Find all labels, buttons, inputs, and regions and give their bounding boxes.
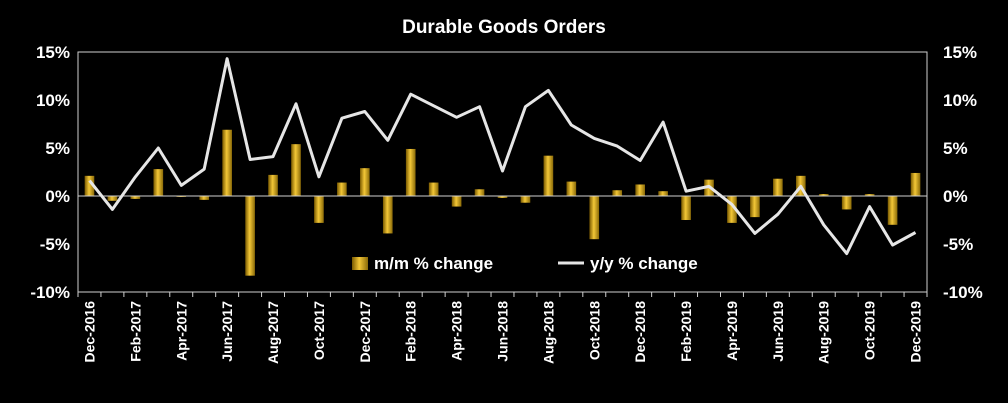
x-tick-label: Feb-2019 (678, 301, 694, 362)
x-tick-label: Jun-2017 (219, 301, 235, 362)
x-tick-label: Feb-2018 (403, 301, 419, 362)
y-tick-left: 15% (36, 43, 70, 62)
x-tick-label: Dec-2018 (632, 301, 648, 363)
x-tick-label: Oct-2017 (311, 301, 327, 360)
line-yy-change (88, 57, 917, 256)
bar-mm-change (291, 144, 301, 196)
legend-label-yy: y/y % change (590, 254, 698, 273)
legend-label-mm: m/m % change (374, 254, 493, 273)
bar-mm-change (658, 191, 668, 196)
bar-mm-change (153, 169, 164, 196)
bar-mm-change (727, 196, 737, 223)
x-tick-label: Apr-2019 (724, 301, 740, 361)
bar-mm-change (199, 196, 210, 200)
bar-mm-change (130, 196, 141, 199)
x-tick-label: Apr-2018 (449, 301, 465, 361)
bar-mm-change (543, 155, 554, 196)
bar-mm-change (818, 194, 829, 196)
x-tick-label: Apr-2017 (173, 301, 189, 361)
bar-mm-change (497, 196, 508, 198)
plot-area-border (77, 51, 928, 293)
bar-mm-change (222, 129, 232, 196)
y-tick-right: 0% (943, 187, 968, 206)
bar-mm-change (681, 196, 691, 220)
bar-mm-change (405, 148, 416, 196)
bar-mm-change (612, 190, 623, 196)
chart-title: Durable Goods Orders (402, 17, 606, 38)
y-tick-left: 5% (45, 139, 70, 158)
bar-mm-change (864, 194, 875, 196)
bar-mm-change (841, 196, 852, 210)
bar-mm-change (428, 182, 439, 196)
y-tick-right: 10% (943, 91, 977, 110)
x-tick-label: Aug-2019 (816, 301, 832, 364)
bar-mm-change (589, 196, 600, 240)
bar-mm-change (750, 196, 760, 218)
y-tick-right: 5% (943, 139, 968, 158)
bar-mm-change (451, 196, 462, 207)
y-tick-right: -10% (943, 283, 983, 302)
x-tick-label: Oct-2019 (862, 301, 878, 360)
y-tick-left: 10% (36, 91, 70, 110)
bar-mm-change (84, 175, 95, 196)
y-tick-right: -5% (943, 235, 973, 254)
x-tick-label: Feb-2017 (127, 301, 143, 362)
y-tick-left: -10% (30, 283, 70, 302)
x-tick-label: Jun-2019 (770, 301, 786, 362)
bar-mm-change (474, 189, 485, 196)
x-tick-label: Aug-2017 (265, 301, 281, 364)
legend-bar-swatch (352, 257, 368, 270)
bar-mm-change (107, 196, 118, 201)
bar-mm-change (337, 182, 347, 196)
bar-mm-change (382, 196, 393, 234)
x-tick-label: Jun-2018 (495, 301, 511, 362)
bar-mm-change (910, 172, 921, 196)
y-tick-left: -5% (40, 235, 70, 254)
y-tick-right: 15% (943, 43, 977, 62)
bar-mm-change (360, 168, 370, 196)
x-tick-label: Dec-2019 (908, 301, 924, 363)
bar-mm-change (314, 196, 324, 223)
x-tick-label: Dec-2017 (357, 301, 373, 363)
bar-mm-change (268, 174, 278, 196)
bar-mm-change (773, 178, 783, 196)
y-tick-left: 0% (45, 187, 70, 206)
bar-mm-change (520, 196, 531, 203)
bar-mm-change (635, 184, 645, 196)
x-tick-label: Dec-2016 (82, 301, 98, 363)
bar-mm-change (887, 196, 898, 225)
bar-mm-change (245, 196, 255, 276)
x-tick-label: Oct-2018 (586, 301, 602, 360)
x-tick-label: Aug-2018 (540, 301, 556, 364)
bar-mm-change (566, 181, 577, 196)
